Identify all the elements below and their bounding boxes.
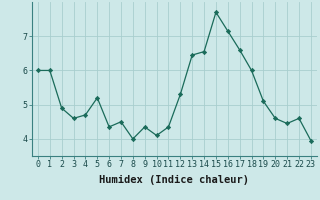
X-axis label: Humidex (Indice chaleur): Humidex (Indice chaleur): [100, 175, 249, 185]
